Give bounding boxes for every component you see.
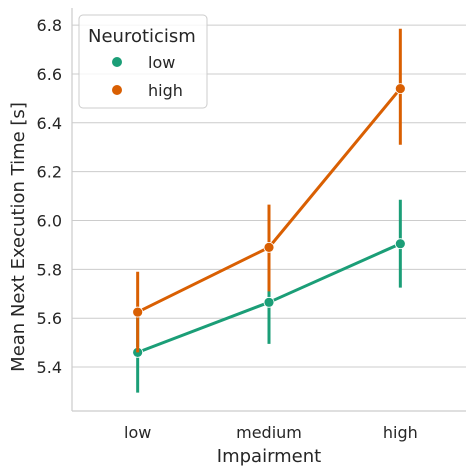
legend-title: Neuroticism: [88, 26, 196, 47]
x-tick-label: high: [383, 423, 418, 442]
data-point: [263, 241, 275, 253]
data-point: [394, 238, 406, 250]
legend-label-high: high: [148, 81, 183, 100]
x-tick-labels: low medium high: [124, 423, 418, 442]
series-high: [132, 28, 406, 353]
x-tick-label: low: [124, 423, 151, 442]
data-point: [132, 306, 144, 318]
y-tick-label: 6.8: [37, 16, 62, 35]
y-tick-label: 6.4: [37, 114, 62, 133]
legend-box: [78, 14, 208, 109]
legend-marker-low: [112, 57, 122, 67]
y-axis-label: Mean Next Execution Time [s]: [8, 102, 29, 372]
y-tick-label: 6.0: [37, 211, 62, 230]
x-axis-label: Impairment: [217, 446, 321, 467]
legend-marker-high: [112, 85, 122, 95]
y-tick-labels: 5.4 5.6 5.8 6.0 6.2 6.4 6.6 6.8: [37, 16, 62, 377]
legend: Neuroticism low high: [78, 14, 208, 109]
series: [132, 28, 406, 393]
x-tick-label: medium: [236, 423, 302, 442]
y-tick-label: 5.6: [37, 309, 62, 328]
y-tick-label: 5.8: [37, 260, 62, 279]
y-tick-label: 6.6: [37, 65, 62, 84]
y-tick-label: 6.2: [37, 163, 62, 182]
data-point: [394, 83, 406, 94]
y-tick-label: 5.4: [37, 358, 62, 377]
data-point: [263, 296, 275, 308]
legend-label-low: low: [148, 53, 175, 72]
